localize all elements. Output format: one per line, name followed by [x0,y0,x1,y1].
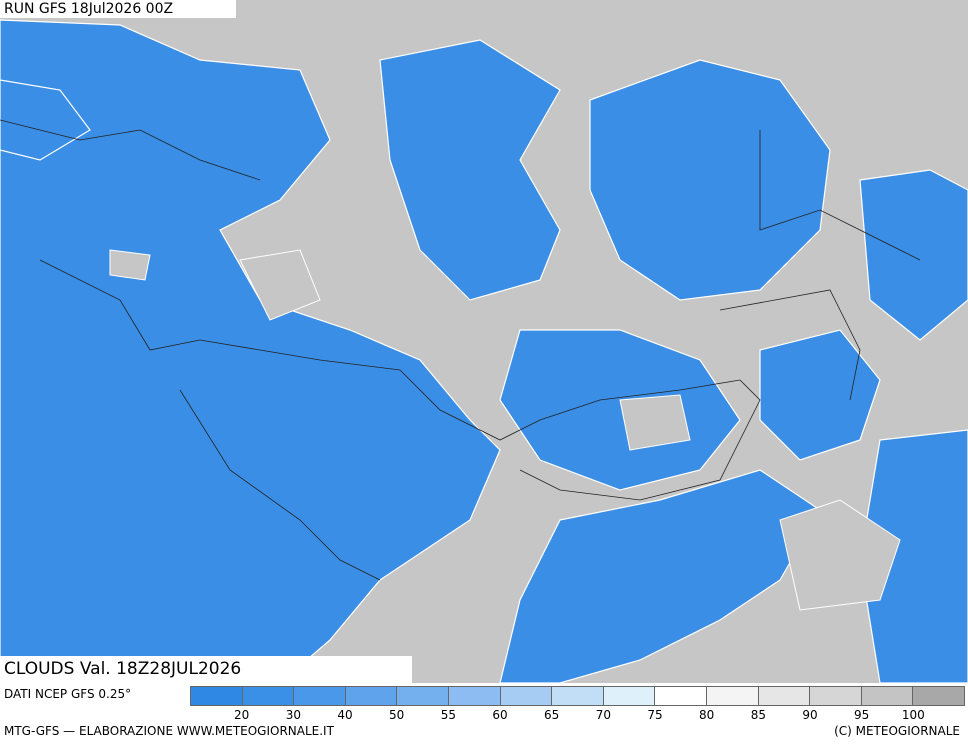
colorbar-label: 60 [492,708,508,722]
colorbar-swatch [655,687,707,705]
colorbar-swatch [706,687,759,705]
colorbar-swatch [191,687,243,705]
colorbar-label: 100 [901,708,925,722]
colorbar-swatch [448,687,501,705]
clear-patches [109,249,901,611]
colorbar [190,686,965,706]
borders [0,119,921,581]
run-label: RUN GFS 18Jul2026 00Z [0,0,236,18]
colorbar-swatch [294,687,346,705]
colorbar-swatch [552,687,604,705]
colorbar-label: 75 [647,708,663,722]
colorbar-label: 65 [544,708,560,722]
source-label: DATI NCEP GFS 0.25° [4,687,132,701]
colorbar-label: 70 [595,708,611,722]
colorbar-swatch [397,687,449,705]
colorbar-swatch [603,687,656,705]
colorbar-label: 20 [234,708,250,722]
colorbar-swatch [810,687,862,705]
colorbar-label: 30 [285,708,301,722]
colorbar-label: 90 [802,708,818,722]
map [0,0,968,683]
colorbar-label: 55 [440,708,456,722]
colorbar-label: 95 [854,708,870,722]
field-label: CLOUDS Val. 18Z28JUL2026 [0,656,412,683]
colorbar-swatch [242,687,295,705]
colorbar-swatch [345,687,398,705]
colorbar-swatch [913,687,964,705]
colorbar-swatch [861,687,914,705]
footer-left: MTG-GFS — ELABORAZIONE WWW.METEOGIORNALE… [4,724,334,738]
colorbar-swatch [500,687,553,705]
colorbar-label: 80 [699,708,715,722]
colorbar-swatch [758,687,811,705]
colorbar-label: 85 [750,708,766,722]
footer-right: (C) METEOGIORNALE [834,724,960,738]
colorbar-label: 50 [389,708,405,722]
colorbar-label: 40 [337,708,353,722]
